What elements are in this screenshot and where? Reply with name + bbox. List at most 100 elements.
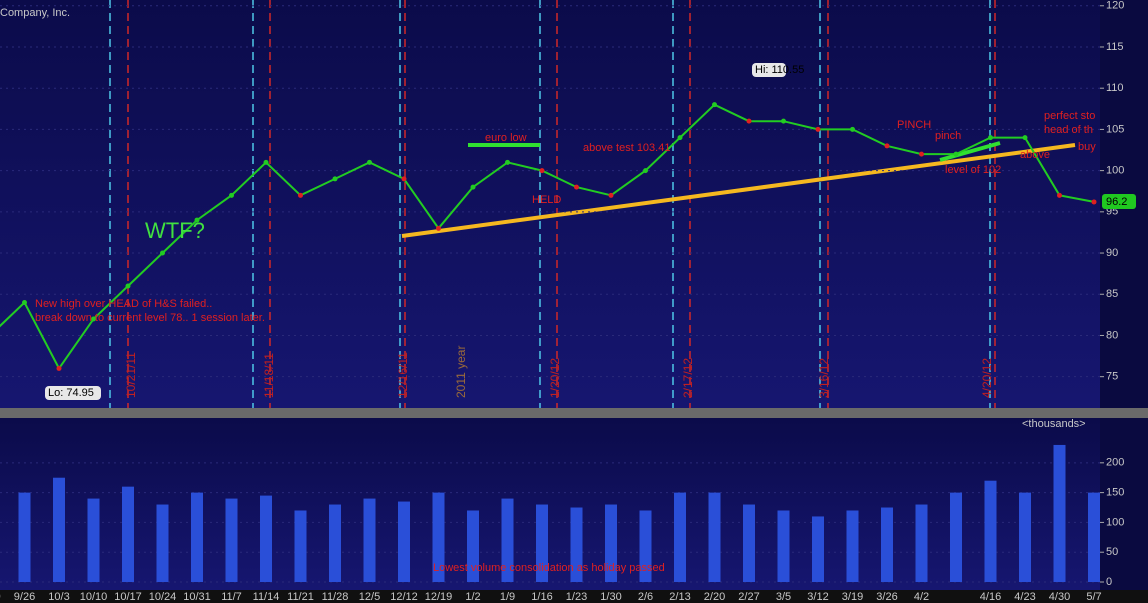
price-point — [850, 126, 855, 132]
price-point — [608, 192, 614, 198]
last-price: 96.2 — [1106, 196, 1127, 208]
annotation: perfect sto — [1044, 110, 1095, 122]
x-tick-label: 10/10 — [80, 591, 108, 603]
volume-bar — [777, 510, 790, 582]
annotation: WTF? — [145, 218, 205, 243]
x-tick-label: 11/7 — [221, 591, 242, 603]
price-point — [22, 299, 27, 305]
date-axis-area — [0, 590, 1148, 603]
y-tick-label: 115 — [1106, 41, 1124, 53]
price-point — [1057, 192, 1062, 198]
x-tick-label: 2/20 — [704, 591, 725, 603]
y-tick-label: 90 — [1106, 247, 1118, 259]
hi-label: Hi: 110.55 — [755, 64, 804, 76]
y-tick-label: 75 — [1106, 371, 1118, 383]
price-point — [677, 135, 683, 141]
trend-line — [401, 143, 1076, 238]
y-tick-label: 80 — [1106, 329, 1118, 341]
x-tick-label: 11/28 — [322, 591, 349, 603]
x-tick-label: 5/7 — [1086, 591, 1101, 603]
annotation: level of 102 — [945, 164, 1001, 176]
x-tick-label: 2/6 — [638, 591, 653, 603]
volume-bar — [191, 492, 203, 582]
volume-bar — [1019, 492, 1031, 582]
lo-box — [45, 386, 101, 400]
price-point — [712, 102, 717, 108]
volume-bar — [950, 492, 962, 582]
x-tick-label: 3/5 — [776, 591, 791, 603]
x-tick-label: 1/9 — [500, 591, 515, 603]
volume-bar — [432, 492, 445, 582]
price-point — [1022, 135, 1028, 141]
price-point — [298, 192, 303, 198]
expiry-date: 11/18/11 — [262, 353, 276, 398]
price-point — [125, 283, 131, 289]
x-tick-label: 2/27 — [738, 591, 759, 603]
price-point — [56, 365, 62, 371]
expiry-lines — [109, 0, 996, 408]
annotation: break down to current level 78.. 1 sessi… — [35, 312, 265, 324]
y-tick-label: 0 — [1106, 576, 1112, 588]
lo-label: Lo: 74.95 — [48, 387, 94, 399]
price-point — [229, 192, 234, 198]
annotation: Lowest volume consolidation as holiday p… — [433, 562, 665, 574]
price-point — [815, 126, 821, 132]
y-tick-label: 50 — [1106, 546, 1118, 558]
y-tick-label: 105 — [1106, 123, 1124, 135]
volume-bar — [708, 492, 721, 582]
x-tick-label: 3/12 — [807, 591, 828, 603]
x-tick-label: 1/30 — [600, 591, 621, 603]
x-tick-label: 2/13 — [669, 591, 690, 603]
volume-bar — [674, 492, 686, 582]
pinch-line — [939, 141, 1001, 162]
volume-bar — [294, 510, 307, 582]
x-tick-label: 1/2 — [465, 591, 480, 603]
x-tick-label: 4/30 — [1049, 591, 1070, 603]
x-tick-label: 4/2 — [914, 591, 929, 603]
volume-bar — [1088, 492, 1100, 582]
price-point — [919, 151, 924, 157]
volume-bar — [639, 510, 652, 582]
annotation: head of th — [1044, 124, 1093, 136]
chart-title: Company, Inc. — [0, 7, 70, 19]
volume-bar — [53, 477, 65, 582]
y-tick-label: 200 — [1106, 457, 1124, 469]
y-tick-label: 100 — [1106, 516, 1124, 528]
volume-bar — [122, 486, 134, 582]
annotation: New high over HEAD of H&S failed.. — [35, 298, 212, 310]
volume-bar — [225, 498, 238, 582]
expiry-date: 4/20/12 — [980, 358, 994, 398]
x-tick-label: 10/17 — [114, 591, 142, 603]
volume-bar — [915, 504, 928, 582]
volume-bar — [570, 507, 583, 582]
annotation: HELD — [532, 194, 561, 206]
annotation: buy — [1078, 141, 1096, 153]
volume-bar — [743, 504, 755, 582]
x-tick-label: 3/26 — [876, 591, 897, 603]
volume-bar — [18, 492, 31, 582]
annotation: 2011 year — [454, 346, 468, 398]
price-point — [505, 159, 510, 165]
x-tick-label: 3/19 — [842, 591, 863, 603]
x-tick-label: 12/5 — [359, 591, 380, 603]
y-tick-label: 120 — [1106, 0, 1124, 12]
volume-bar — [605, 504, 617, 582]
volume-layer: 0 50 100 150 200 — [0, 444, 1124, 588]
price-point — [332, 176, 338, 182]
price-panel — [0, 0, 1100, 408]
volume-bar — [536, 504, 548, 582]
x-tick-label: 12/19 — [425, 591, 453, 603]
x-tick-label: 1/23 — [566, 591, 587, 603]
volume-bar — [501, 498, 514, 582]
price-point — [160, 250, 165, 256]
volume-bar — [812, 516, 824, 582]
price-point — [263, 159, 269, 165]
y-tick-label: 110 — [1106, 82, 1124, 94]
price-point — [1091, 199, 1097, 205]
last-box — [1102, 194, 1136, 209]
x-tick-label: 12/12 — [390, 591, 418, 603]
price-point — [194, 217, 200, 223]
hi-box — [752, 63, 786, 77]
